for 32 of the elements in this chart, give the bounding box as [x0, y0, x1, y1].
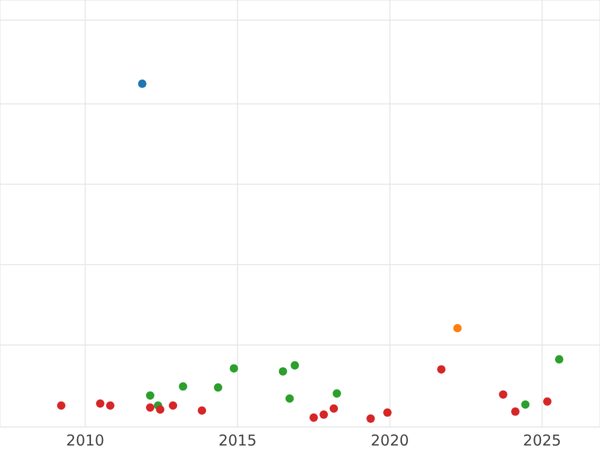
- x-tick-label: 2025: [523, 432, 562, 450]
- point: [168, 401, 178, 410]
- point: [285, 394, 294, 403]
- point: [511, 407, 520, 416]
- point: [332, 389, 342, 398]
- point: [330, 404, 338, 413]
- point: [198, 406, 206, 415]
- point: [554, 355, 564, 364]
- point: [453, 324, 462, 332]
- point: [214, 383, 222, 392]
- x-tick-label: 2010: [66, 432, 104, 450]
- point: [106, 401, 114, 410]
- point: [146, 403, 154, 412]
- point: [383, 408, 392, 417]
- point: [138, 80, 146, 88]
- point: [278, 367, 288, 376]
- point: [521, 400, 530, 409]
- point: [310, 413, 318, 422]
- x-tick-label: 2020: [370, 432, 409, 450]
- point: [320, 410, 328, 419]
- point: [543, 397, 552, 406]
- point: [146, 391, 154, 400]
- point: [230, 364, 238, 373]
- point: [96, 399, 104, 408]
- point: [156, 405, 164, 414]
- point: [437, 365, 446, 374]
- point: [366, 414, 375, 423]
- point: [290, 361, 300, 370]
- point: [178, 382, 188, 391]
- point: [57, 401, 66, 410]
- x-tick-label: 2015: [218, 432, 257, 450]
- point: [498, 390, 508, 399]
